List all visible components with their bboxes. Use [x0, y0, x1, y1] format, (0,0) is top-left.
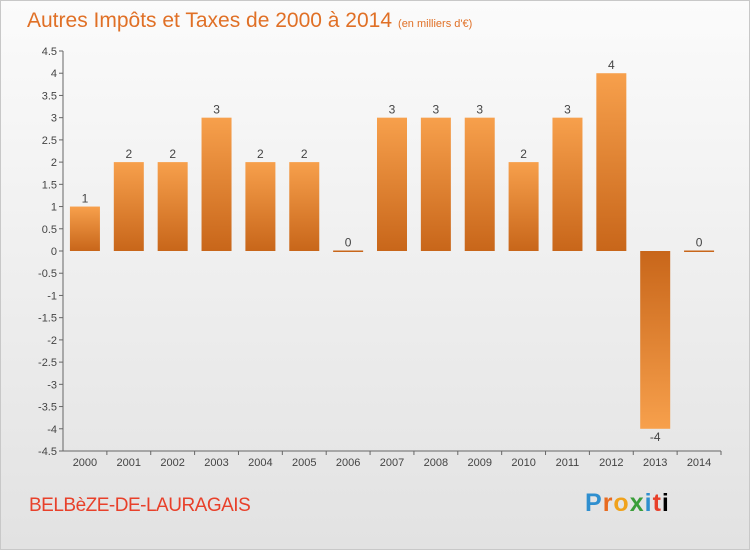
data-label-2003: 3 [213, 103, 220, 117]
x-tick-label: 2009 [467, 457, 491, 469]
y-tick-label: -4 [47, 424, 57, 436]
bar-2010 [508, 162, 539, 251]
x-tick-label: 2001 [117, 457, 141, 469]
y-tick-label: 4 [51, 68, 57, 80]
chart-title-text: Autres Impôts et Taxes de 2000 à 2014 [27, 9, 393, 32]
data-label-2013: -4 [650, 430, 661, 444]
x-tick-label: 2012 [599, 457, 623, 469]
y-tick-label: 1.5 [42, 179, 57, 191]
y-tick-label: 1 [51, 202, 57, 214]
x-tick-label: 2000 [73, 457, 97, 469]
y-tick-label: 3.5 [42, 90, 57, 102]
bar-2004 [245, 162, 276, 251]
y-tick-label: 4.5 [42, 46, 57, 58]
bar-2013 [640, 251, 671, 429]
data-label-2008: 3 [433, 103, 440, 117]
x-tick-label: 2013 [643, 457, 667, 469]
y-tick-label: -2 [47, 335, 57, 347]
x-tick-label: 2014 [687, 457, 711, 469]
y-tick-label: -1.5 [38, 313, 57, 325]
commune-name: BELBèZE-DE-LAURAGAIS [29, 495, 251, 516]
x-tick-label: 2004 [248, 457, 272, 469]
bar-2002 [157, 162, 188, 251]
x-tick-label: 2003 [204, 457, 228, 469]
data-label-2006: 0 [345, 236, 352, 250]
y-tick-label: 3 [51, 113, 57, 125]
y-tick-label: -3.5 [38, 402, 57, 414]
y-tick-label: 0 [51, 246, 57, 258]
y-tick-label: 0.5 [42, 224, 57, 236]
chart-title: Autres Impôts et Taxes de 2000 à 2014 (en… [27, 9, 472, 33]
y-tick-label: -0.5 [38, 268, 57, 280]
data-label-2011: 3 [564, 103, 571, 117]
data-label-2010: 2 [520, 147, 527, 161]
data-label-2014: 0 [696, 236, 703, 250]
x-tick-label: 2006 [336, 457, 360, 469]
y-tick-label: 2 [51, 157, 57, 169]
bar-2001 [113, 162, 144, 251]
data-label-2005: 2 [301, 147, 308, 161]
data-label-2007: 3 [389, 103, 396, 117]
chart-title-unit: (en milliers d'€) [398, 18, 473, 30]
x-tick-label: 2005 [292, 457, 316, 469]
x-tick-label: 2011 [556, 457, 580, 469]
data-label-2000: 1 [82, 192, 89, 206]
data-label-2001: 2 [125, 147, 132, 161]
bar-2000 [69, 206, 100, 251]
bar-2008 [420, 117, 451, 252]
data-label-2004: 2 [257, 147, 264, 161]
y-tick-label: 2.5 [42, 135, 57, 147]
x-tick-label: 2002 [160, 457, 184, 469]
y-tick-label: -3 [47, 379, 57, 391]
bar-2009 [464, 117, 495, 252]
x-tick-label: 2008 [424, 457, 448, 469]
data-label-2002: 2 [169, 147, 176, 161]
y-tick-label: -1 [47, 290, 57, 302]
bar-2011 [552, 117, 583, 252]
bar-2005 [289, 162, 320, 251]
bar-2007 [377, 117, 407, 252]
bar-2003 [201, 117, 232, 252]
y-tick-label: -2.5 [38, 357, 57, 369]
x-tick-label: 2007 [380, 457, 404, 469]
y-tick-label: -4.5 [38, 446, 57, 458]
data-label-2009: 3 [476, 103, 483, 117]
x-tick-label: 2010 [511, 457, 535, 469]
bar-2014 [684, 250, 715, 252]
proxiti-logo: Proxiti [585, 489, 670, 517]
bar-2012 [596, 73, 627, 251]
bar-2006 [333, 250, 364, 252]
data-label-2012: 4 [608, 58, 615, 72]
